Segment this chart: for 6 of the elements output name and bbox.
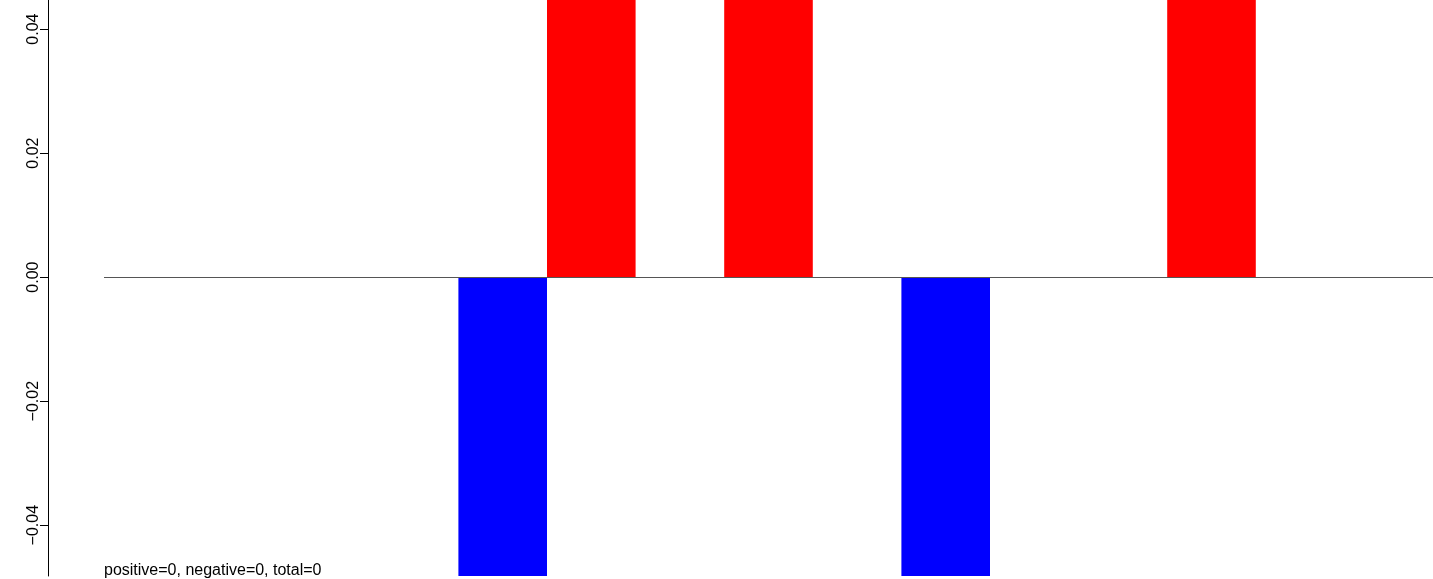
y-tick-label: −0.02 <box>23 380 41 422</box>
text: 0.04 <box>23 13 41 45</box>
y-tick-label: −0.04 <box>23 504 41 546</box>
text: 0.02 <box>23 137 41 169</box>
annotation: positive=0, negative=0, total=0 <box>104 561 322 579</box>
text: 0.00 <box>23 261 41 293</box>
